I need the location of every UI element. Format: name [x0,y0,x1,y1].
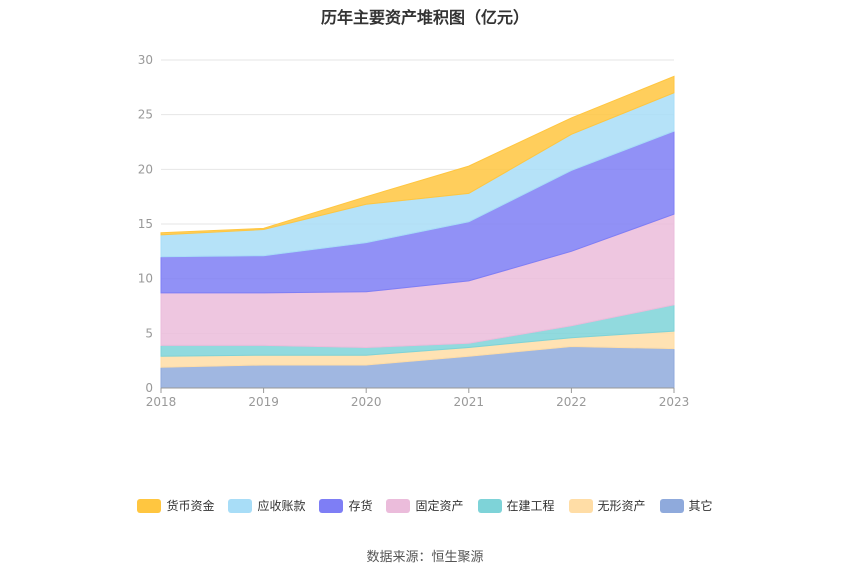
legend-swatch [477,498,502,513]
legend-swatch [228,498,253,513]
y-tick-label: 10 [138,272,153,286]
axes: 0 5 10 15 20 25 30 2018 2019 2020 2021 2022 2023 [138,53,690,409]
y-tick-label: 5 [145,326,153,340]
legend-item-应收账款[interactable]: 应收账款 [228,497,305,514]
legend-item-货币资金[interactable]: 货币资金 [137,497,214,514]
area-series-货币资金 [160,75,675,236]
legend-swatch [659,498,684,513]
legend-swatch [137,498,162,513]
y-tick-label: 25 [138,108,153,122]
area-series [160,75,675,389]
x-tick-label: 2021 [454,395,485,409]
legend-label: 无形资产 [597,499,646,513]
data-source: 数据来源：恒生聚源 [366,550,484,565]
legend-label: 其它 [688,499,713,513]
legend-label: 固定资产 [415,499,464,513]
legend-item-无形资产[interactable]: 无形资产 [568,497,646,514]
x-tick-label: 2022 [556,395,587,409]
y-tick-label: 15 [138,217,153,231]
legend-item-存货[interactable]: 存货 [319,497,372,514]
legend-swatch [319,498,344,513]
legend-item-固定资产[interactable]: 固定资产 [386,497,464,514]
legend-label: 货币资金 [166,499,215,513]
legend-label: 在建工程 [506,499,555,513]
legend-label: 应收账款 [257,499,306,513]
chart-title: 历年主要资产堆积图（亿元） [320,8,529,27]
legend-swatch [386,498,411,513]
legend-swatch [568,498,593,513]
y-tick-label: 30 [138,53,153,67]
y-tick-label: 0 [145,381,153,395]
x-tick-label: 2019 [248,395,279,409]
x-tick-label: 2023 [659,395,690,409]
legend-label: 存货 [348,499,373,513]
legend: 货币资金 应收账款 存货 固定资产 在建工程 无形资产 其它 [0,497,850,514]
x-tick-label: 2020 [351,395,382,409]
y-tick-label: 20 [138,162,153,176]
legend-item-其它[interactable]: 其它 [659,497,713,514]
legend-item-在建工程[interactable]: 在建工程 [477,497,555,514]
x-tick-label: 2018 [146,395,177,409]
